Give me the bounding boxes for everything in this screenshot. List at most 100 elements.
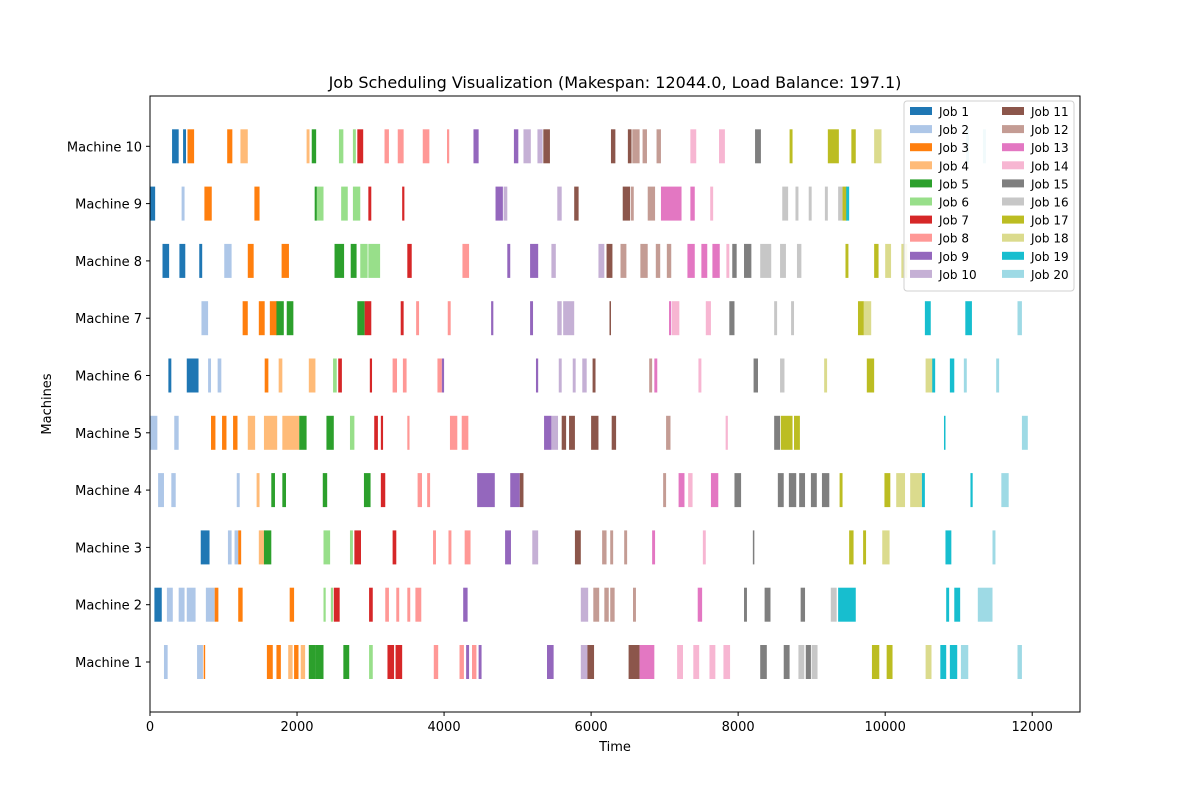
task-bar	[702, 530, 706, 565]
task-bar	[609, 301, 611, 336]
task-bar	[187, 129, 195, 164]
legend-swatch	[910, 125, 932, 134]
task-bar	[760, 243, 772, 278]
task-bar	[611, 415, 617, 450]
task-bar	[150, 415, 158, 450]
legend-swatch	[1002, 143, 1024, 152]
task-bar	[334, 243, 345, 278]
task-bar	[627, 129, 632, 164]
task-bar	[380, 415, 384, 450]
legend-swatch	[910, 215, 932, 224]
task-bar	[402, 358, 407, 393]
task-bar	[620, 243, 627, 278]
task-bar	[734, 473, 742, 508]
task-bar	[598, 243, 605, 278]
task-bar	[610, 587, 615, 622]
legend-entry: Job 17	[1030, 214, 1069, 228]
task-bar	[666, 415, 671, 450]
x-tick-label: 6000	[575, 720, 608, 735]
legend-swatch	[1002, 179, 1024, 188]
task-bar	[701, 243, 708, 278]
legend-entry: Job 14	[1030, 159, 1069, 173]
task-bar	[315, 645, 324, 679]
task-bar	[970, 473, 973, 508]
task-bar	[415, 587, 422, 622]
task-bar	[306, 129, 310, 164]
task-bar	[462, 243, 470, 278]
legend-swatch	[1002, 125, 1024, 134]
task-bar	[360, 243, 368, 278]
y-axis: Machine 1 Machine 2 Machine 3 Machine 4 Mach…	[67, 140, 150, 671]
task-bar	[357, 301, 365, 336]
legend: Job 1 Job 2 Job 3 Job 4 Job 5 Job 6 Job 7 Job 8…	[903, 100, 1075, 292]
task-bar	[352, 186, 361, 221]
task-bar	[286, 301, 294, 336]
task-bar	[697, 587, 703, 622]
task-bar	[838, 186, 843, 221]
task-bar	[705, 301, 711, 336]
task-bar	[530, 301, 534, 336]
task-bar	[369, 358, 373, 393]
legend-entry: Job 20	[1030, 268, 1069, 282]
task-bar	[580, 587, 589, 622]
task-bar	[547, 645, 554, 679]
task-bar	[323, 530, 331, 565]
y-tick-label: Machine 6	[75, 370, 142, 385]
task-bar	[278, 358, 283, 393]
task-bar	[587, 645, 595, 679]
task-bar	[174, 415, 179, 450]
task-bar	[863, 301, 872, 336]
task-bar	[791, 301, 795, 336]
task-bar	[798, 645, 805, 679]
task-bar	[300, 645, 306, 679]
task-bar	[510, 473, 520, 508]
task-bar	[449, 415, 458, 450]
task-bar	[186, 587, 196, 622]
task-bar	[924, 301, 931, 336]
legend-entry: Job 10	[938, 268, 977, 282]
task-bar	[338, 129, 344, 164]
task-bar	[256, 473, 260, 508]
task-bar	[799, 473, 806, 508]
task-bar	[392, 530, 397, 565]
legend-swatch	[1002, 251, 1024, 260]
y-tick-label: Machine 3	[75, 541, 142, 556]
task-bar	[238, 587, 243, 622]
task-bar	[544, 415, 552, 450]
task-bar	[788, 473, 797, 508]
task-bar	[960, 645, 969, 679]
task-bar	[537, 129, 543, 164]
task-bar	[387, 645, 395, 679]
task-bar	[172, 129, 179, 164]
legend-entry: Job 5	[938, 177, 969, 191]
task-bar	[755, 129, 761, 164]
task-bar	[723, 645, 731, 679]
task-bar	[532, 530, 539, 565]
task-bar	[503, 186, 508, 221]
task-bar	[946, 587, 950, 622]
task-bar	[842, 186, 847, 221]
task-bar	[154, 587, 162, 622]
task-bar	[886, 645, 893, 679]
task-bar	[687, 243, 695, 278]
task-bar	[271, 473, 275, 508]
task-bar	[896, 473, 906, 508]
task-bar	[314, 186, 317, 221]
task-bar	[357, 129, 364, 164]
task-bar	[744, 587, 747, 622]
task-bar	[364, 301, 372, 336]
task-bar	[827, 129, 839, 164]
task-bar	[551, 415, 559, 450]
task-bar	[774, 415, 781, 450]
task-bar	[663, 473, 667, 508]
legend-swatch	[910, 143, 932, 152]
task-bar	[276, 645, 281, 679]
task-bar	[333, 358, 337, 393]
task-bar	[266, 645, 273, 679]
task-bar	[945, 530, 952, 565]
task-bar	[725, 415, 728, 450]
task-bar	[227, 530, 232, 565]
task-bar	[654, 358, 658, 393]
task-bar	[507, 243, 511, 278]
task-bar	[200, 530, 210, 565]
